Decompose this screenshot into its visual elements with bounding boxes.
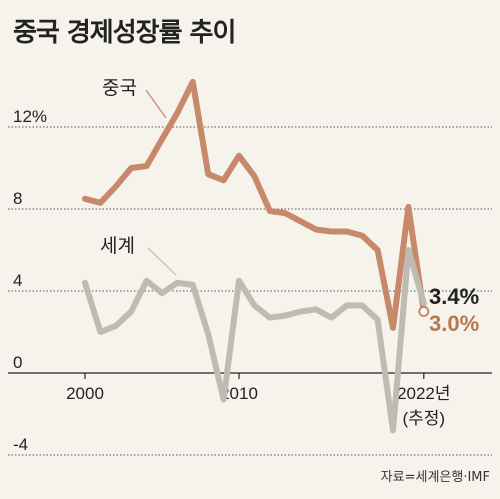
y-tick-label: 4 — [13, 271, 22, 290]
series-name-label: 중국 — [102, 77, 137, 99]
x-tick-label: 2022년 — [397, 384, 450, 403]
x-tick-note: (추정) — [402, 409, 445, 428]
end-point-marker — [418, 306, 430, 317]
y-tick-label: 12% — [13, 107, 47, 126]
x-tick-label: 2000 — [66, 384, 104, 403]
chart-title: 중국 경제성장률 추이 — [13, 18, 236, 48]
series-line — [82, 78, 427, 331]
series-line — [82, 247, 427, 434]
source-note: 자료=세계은행·IMF — [380, 470, 490, 485]
data-label: 3.4% — [429, 284, 479, 309]
series-leader-line — [145, 89, 167, 119]
x-tick-label: 2010 — [220, 384, 258, 403]
series-name-label: 세계 — [100, 235, 135, 257]
data-label: 3.0% — [429, 311, 479, 336]
y-tick-label: 0 — [13, 353, 22, 372]
series-leader-line — [147, 247, 177, 276]
y-tick-label: -4 — [13, 435, 28, 454]
y-tick-label: 8 — [13, 189, 22, 208]
